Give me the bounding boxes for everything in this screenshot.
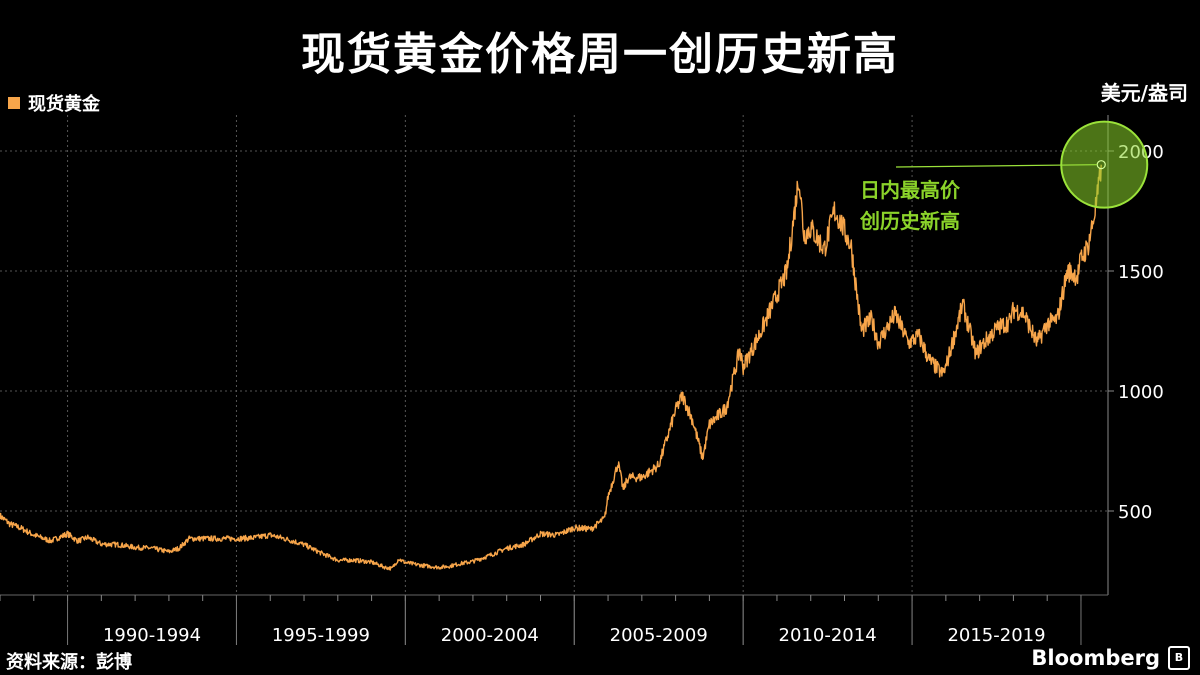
x-category-label: 2000-2004 (441, 625, 539, 646)
legend-label: 现货黄金 (28, 94, 100, 115)
series-line-spot-gold (0, 164, 1102, 571)
y-tick-label: 500 (1118, 502, 1152, 523)
y-tick-label: 1000 (1118, 382, 1164, 403)
series-layer (0, 164, 1102, 571)
x-category-label: 2010-2014 (779, 625, 877, 646)
brand-text: Bloomberg (1031, 646, 1160, 670)
legend: 现货黄金 (8, 90, 100, 116)
y-tick-label: 1500 (1118, 262, 1164, 283)
source-note: 资料来源：彭博 (6, 652, 132, 673)
annotation-text: 日内最高价 (860, 178, 961, 202)
bloomberg-brand: Bloomberg B (1031, 646, 1190, 670)
legend-swatch (8, 97, 20, 109)
grid-lines (0, 115, 1108, 595)
x-category-label: 2005-2009 (610, 625, 708, 646)
x-category-label: 2015-2019 (947, 625, 1045, 646)
annotation-text: 创历史新高 (859, 209, 960, 233)
bloomberg-logo-icon: B (1168, 646, 1190, 670)
x-category-label: 1990-1994 (103, 625, 201, 646)
x-category-label: 1995-1999 (272, 625, 370, 646)
y-axis-unit-label: 美元/盎司 (1100, 81, 1188, 105)
annotation-leader-line (895, 164, 1098, 168)
chart-title: 现货黄金价格周一创历史新高 (301, 29, 899, 80)
axes: 5001000150020001990-19941995-19992000-20… (0, 115, 1164, 646)
